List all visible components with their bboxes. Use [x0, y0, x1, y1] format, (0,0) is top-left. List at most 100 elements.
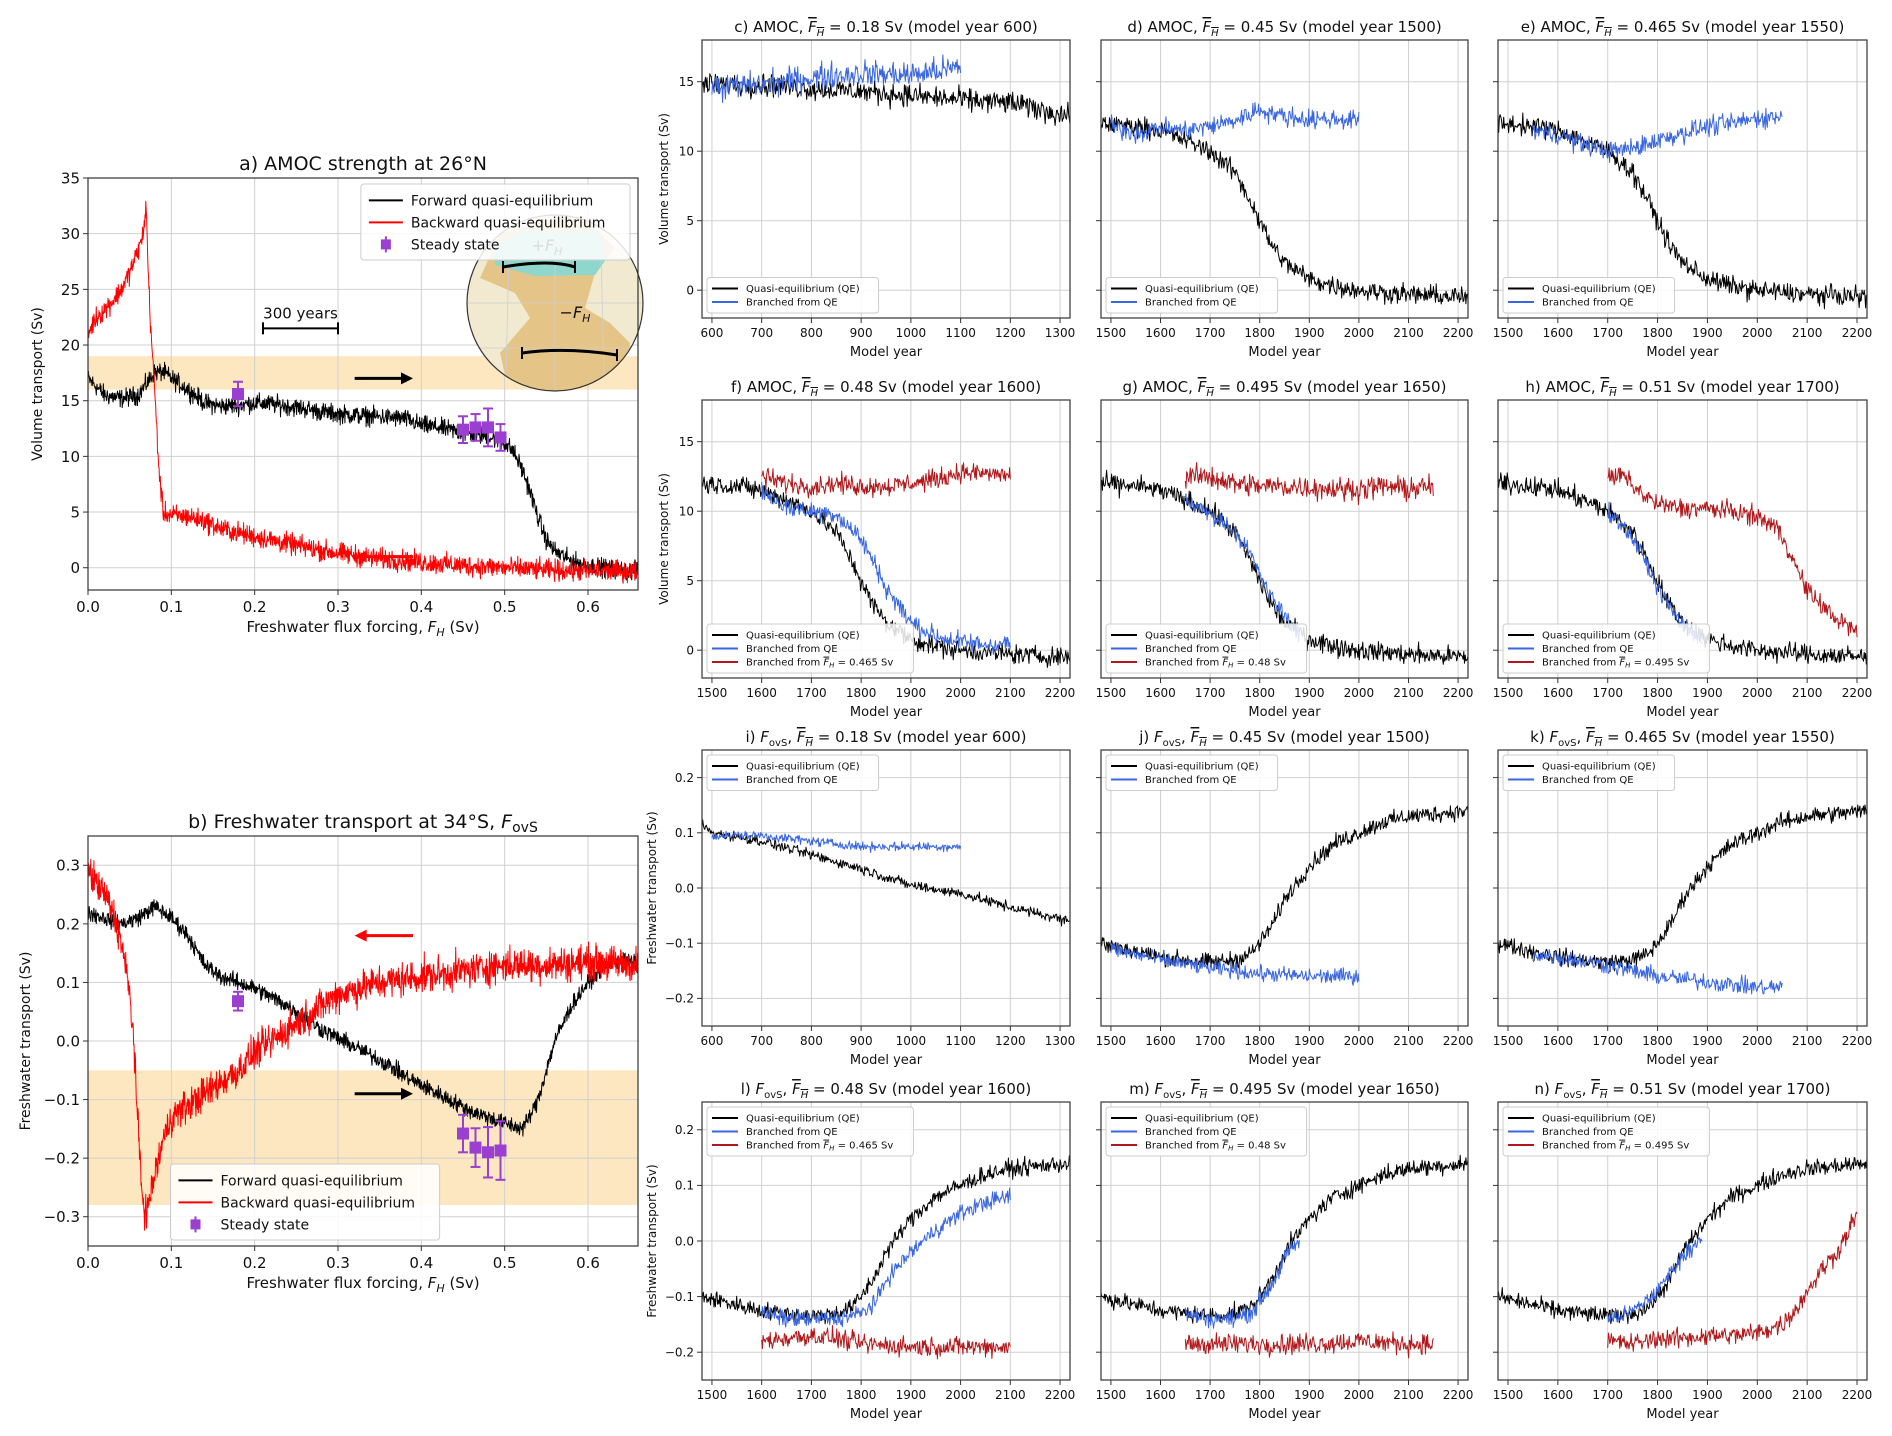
x-axis-label: Model year	[850, 345, 923, 360]
legend-label: Branched from FH = 0.495 Sv	[1542, 658, 1689, 670]
y-tick-label: 15	[679, 435, 694, 449]
x-axis-label: Model year	[1248, 1053, 1321, 1068]
x-tick-label: 2200	[1443, 686, 1474, 700]
x-tick-label: 1800	[1642, 1034, 1673, 1048]
series-line-qe	[1498, 804, 1867, 973]
arrowhead-icon	[401, 1087, 413, 1100]
y-tick-label: −0.2	[44, 1150, 80, 1168]
legend-box	[1105, 277, 1279, 314]
x-tick-label: 1500	[1493, 686, 1524, 700]
x-tick-label: 700	[750, 1034, 773, 1048]
x-tick-label: 1600	[1543, 686, 1574, 700]
y-tick-label: −0.3	[44, 1208, 80, 1226]
legend-label: Branched from QE	[1145, 298, 1237, 309]
panel-l: 1500 1600 1700 1800 1900 2000 2100 2200 −0.2 −0.1…	[645, 1080, 1075, 1422]
panel-title: l) FovS, FH = 0.48 Sv (model year 1600)	[741, 1080, 1032, 1101]
x-axis-label: Model year	[850, 1053, 923, 1068]
legend-label: Quasi-equilibrium (QE)	[1542, 284, 1656, 295]
x-tick-label: 0.2	[243, 1254, 267, 1272]
x-tick-label: 1600	[1145, 326, 1176, 340]
series-line-qe	[1498, 112, 1867, 310]
x-tick-label: 1700	[1195, 686, 1226, 700]
legend-box	[1105, 1106, 1308, 1157]
legend: Forward quasi-equilibrium Backward quasi-…	[360, 183, 631, 261]
x-tick-label: 700	[750, 326, 773, 340]
x-axis-label: Model year	[850, 705, 923, 720]
legend-label: Quasi-equilibrium (QE)	[746, 1114, 860, 1125]
x-tick-label: 0.1	[159, 598, 183, 616]
steady-state-marker	[232, 995, 244, 1008]
x-tick-label: 1900	[1294, 1034, 1325, 1048]
x-axis-label: Model year	[1646, 705, 1719, 720]
y-axis-label: Freshwater transport (Sv)	[645, 811, 659, 964]
legend-box	[1502, 754, 1676, 791]
legend: Quasi-equilibrium (QE) Branched from QE	[706, 277, 880, 314]
x-tick-label: 1500	[697, 686, 728, 700]
x-tick-label: 2000	[1344, 326, 1375, 340]
x-tick-label: 1600	[746, 1388, 777, 1402]
x-tick-label: 1600	[1145, 1034, 1176, 1048]
steady-state-marker	[494, 431, 507, 444]
x-tick-label: 0.5	[493, 1254, 517, 1272]
legend-label: Branched from QE	[1542, 1127, 1634, 1138]
series-line-qe	[1498, 1157, 1867, 1325]
legend-label: Branched from QE	[1542, 298, 1634, 309]
legend-marker-icon	[380, 239, 391, 250]
x-tick-label: 1700	[796, 1388, 827, 1402]
x-tick-label: 2100	[995, 686, 1026, 700]
plot-area	[702, 54, 1070, 126]
legend-label: Forward quasi-equilibrium	[221, 1173, 403, 1189]
x-tick-label: 2000	[1742, 1388, 1773, 1402]
series-line-branch_qe	[1607, 501, 1703, 645]
y-tick-label: 0.2	[56, 915, 80, 933]
x-tick-label: 2000	[1344, 1034, 1375, 1048]
legend: Quasi-equilibrium (QE) Branched from QE	[1502, 754, 1676, 791]
y-tick-label: 20	[61, 336, 80, 354]
steady-state-marker	[494, 1144, 507, 1157]
legend-label: Quasi-equilibrium (QE)	[746, 284, 860, 295]
x-tick-label: 2200	[1045, 686, 1076, 700]
x-tick-label: 1500	[1096, 326, 1127, 340]
series-line-branch_qe	[1532, 107, 1783, 163]
x-tick-label: 1900	[1294, 1388, 1325, 1402]
y-tick-label: 0.0	[56, 1032, 80, 1050]
x-tick-label: 1900	[896, 686, 927, 700]
x-tick-label: 1700	[1592, 326, 1623, 340]
series-line-qe	[1101, 805, 1468, 970]
x-tick-label: 1900	[1692, 1388, 1723, 1402]
x-tick-label: 1800	[1642, 686, 1673, 700]
x-tick-label: 2000	[1344, 686, 1375, 700]
plot-area	[88, 858, 638, 1231]
series-line-branch_prev	[1184, 1331, 1434, 1359]
panel-m: 1500 1600 1700 1800 1900 2000 2100 2200 Model ye…	[1096, 1080, 1474, 1422]
panel-title: d) AMOC, FH = 0.45 Sv (model year 1500)	[1127, 18, 1441, 39]
legend-label: Quasi-equilibrium (QE)	[746, 631, 860, 642]
y-tick-label: 10	[679, 145, 694, 159]
series-line-branch_qe	[711, 54, 962, 103]
x-tick-label: 2200	[1842, 686, 1873, 700]
series-line-branch_prev	[761, 462, 1011, 499]
x-tick-label: 0.6	[576, 598, 600, 616]
x-tick-label: 1700	[1195, 326, 1226, 340]
arrowhead-icon	[401, 372, 413, 385]
legend: Quasi-equilibrium (QE) Branched from QE Br…	[1502, 623, 1710, 674]
x-tick-label: 2100	[1792, 686, 1823, 700]
x-tick-label: 2200	[1443, 1034, 1474, 1048]
x-axis-label: Model year	[1248, 705, 1321, 720]
panel-n: 1500 1600 1700 1800 1900 2000 2100 2200 Model ye…	[1493, 1080, 1873, 1422]
y-tick-label: −0.1	[665, 937, 694, 951]
x-tick-label: 2000	[1344, 1388, 1375, 1402]
series-line-backward	[88, 858, 638, 1231]
x-tick-label: 0.1	[159, 1254, 183, 1272]
y-tick-label: 5	[686, 214, 694, 228]
y-tick-label: 10	[61, 448, 80, 466]
y-tick-label: 15	[679, 75, 694, 89]
legend-label: Quasi-equilibrium (QE)	[1542, 631, 1656, 642]
x-tick-label: 2000	[945, 1388, 976, 1402]
x-tick-label: 2100	[1393, 1388, 1424, 1402]
x-tick-label: 0.0	[76, 598, 100, 616]
panel-d: 1500 1600 1700 1800 1900 2000 2100 2200 Model ye…	[1096, 18, 1474, 360]
x-tick-label: 0.2	[243, 598, 267, 616]
x-tick-label: 600	[700, 326, 723, 340]
y-tick-label: 0	[686, 644, 694, 658]
